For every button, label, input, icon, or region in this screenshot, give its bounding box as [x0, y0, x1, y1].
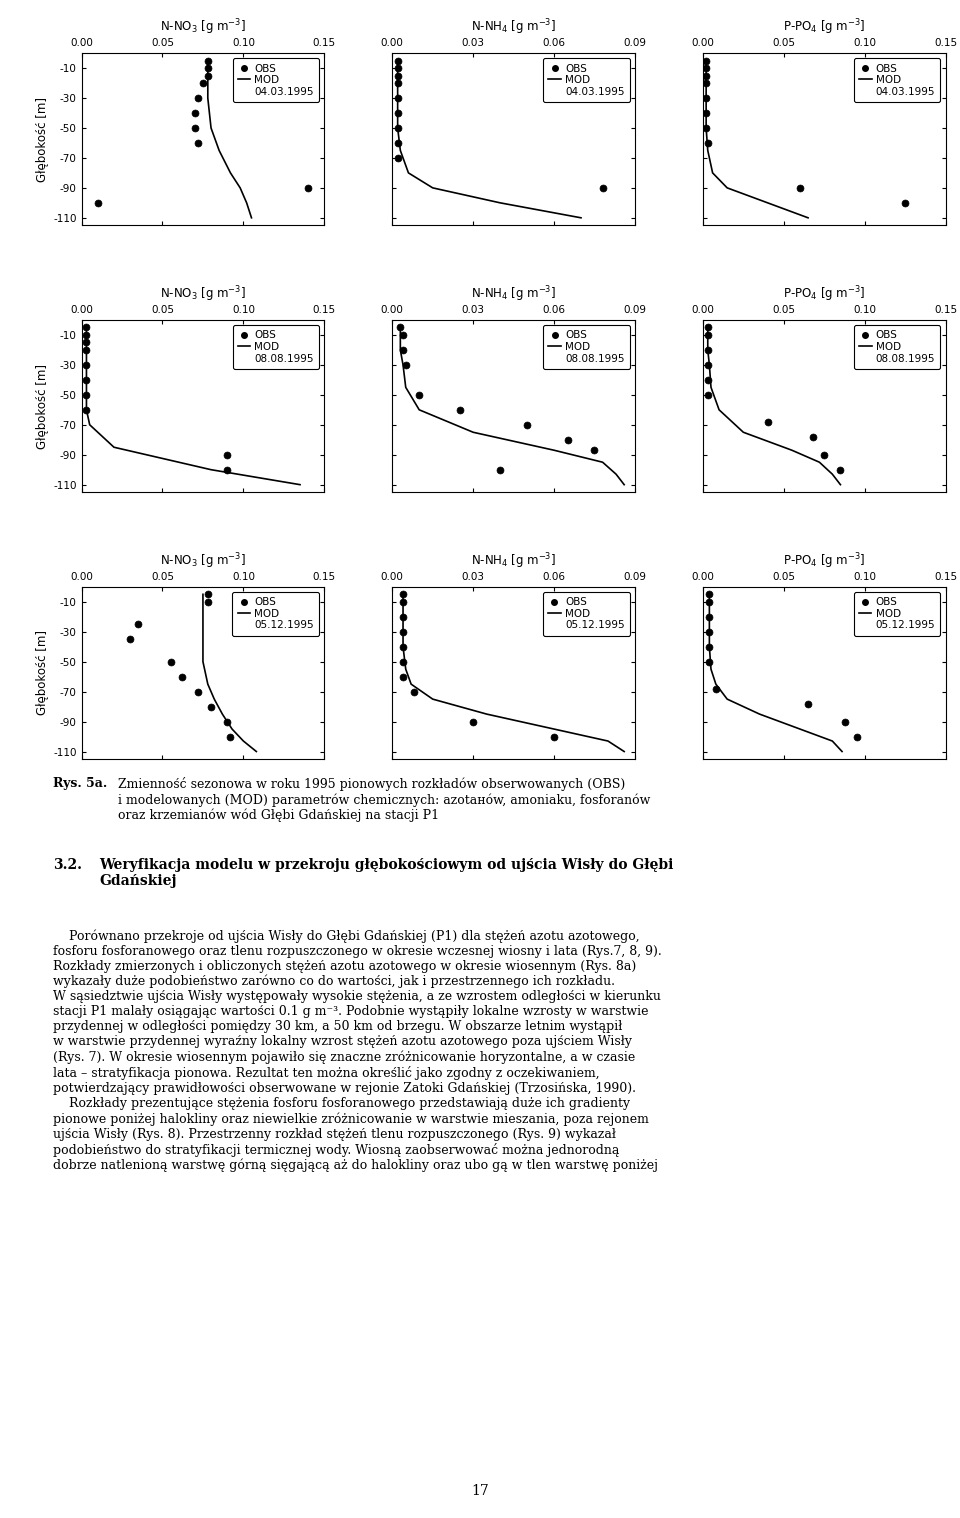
X-axis label: N-NO$_3$ [g m$^{-3}$]: N-NO$_3$ [g m$^{-3}$] — [160, 551, 246, 571]
Legend: OBS, MOD, 05.12.1995: OBS, MOD, 05.12.1995 — [543, 592, 630, 636]
Legend: OBS, MOD, 08.08.1995: OBS, MOD, 08.08.1995 — [543, 325, 630, 369]
X-axis label: P-PO$_4$ [g m$^{-3}$]: P-PO$_4$ [g m$^{-3}$] — [783, 284, 866, 304]
Text: 17: 17 — [471, 1485, 489, 1498]
Y-axis label: Głębokość [m]: Głębokość [m] — [36, 630, 49, 715]
Text: Rys. 5a.: Rys. 5a. — [53, 777, 108, 791]
Text: Zmienność sezonowa w roku 1995 pionowych rozkładów obserwowanych (OBS)
i modelow: Zmienność sezonowa w roku 1995 pionowych… — [118, 777, 651, 823]
Legend: OBS, MOD, 05.12.1995: OBS, MOD, 05.12.1995 — [232, 592, 319, 636]
X-axis label: N-NO$_3$ [g m$^{-3}$]: N-NO$_3$ [g m$^{-3}$] — [160, 284, 246, 304]
Legend: OBS, MOD, 04.03.1995: OBS, MOD, 04.03.1995 — [232, 58, 319, 102]
X-axis label: N-NH$_4$ [g m$^{-3}$]: N-NH$_4$ [g m$^{-3}$] — [471, 284, 556, 304]
Legend: OBS, MOD, 08.08.1995: OBS, MOD, 08.08.1995 — [232, 325, 319, 369]
X-axis label: P-PO$_4$ [g m$^{-3}$]: P-PO$_4$ [g m$^{-3}$] — [783, 551, 866, 571]
Legend: OBS, MOD, 08.08.1995: OBS, MOD, 08.08.1995 — [853, 325, 941, 369]
Legend: OBS, MOD, 04.03.1995: OBS, MOD, 04.03.1995 — [543, 58, 630, 102]
Text: Weryfikacja modelu w przekroju głębokościowym od ujścia Wisły do Głębi
Gdańskiej: Weryfikacja modelu w przekroju głębokośc… — [99, 858, 673, 888]
X-axis label: N-NH$_4$ [g m$^{-3}$]: N-NH$_4$ [g m$^{-3}$] — [471, 551, 556, 571]
X-axis label: N-NO$_3$ [g m$^{-3}$]: N-NO$_3$ [g m$^{-3}$] — [160, 17, 246, 36]
X-axis label: N-NH$_4$ [g m$^{-3}$]: N-NH$_4$ [g m$^{-3}$] — [471, 17, 556, 36]
Text: 3.2.: 3.2. — [53, 858, 82, 871]
Legend: OBS, MOD, 04.03.1995: OBS, MOD, 04.03.1995 — [853, 58, 941, 102]
Y-axis label: Głębokość [m]: Głębokość [m] — [36, 97, 49, 182]
Legend: OBS, MOD, 05.12.1995: OBS, MOD, 05.12.1995 — [853, 592, 941, 636]
Text: Porównano przekroje od ujścia Wisły do Głębi Gdańskiej (P1) dla stężeń azotu azo: Porównano przekroje od ujścia Wisły do G… — [53, 929, 661, 1172]
Y-axis label: Głębokość [m]: Głębokość [m] — [36, 364, 49, 448]
X-axis label: P-PO$_4$ [g m$^{-3}$]: P-PO$_4$ [g m$^{-3}$] — [783, 17, 866, 36]
